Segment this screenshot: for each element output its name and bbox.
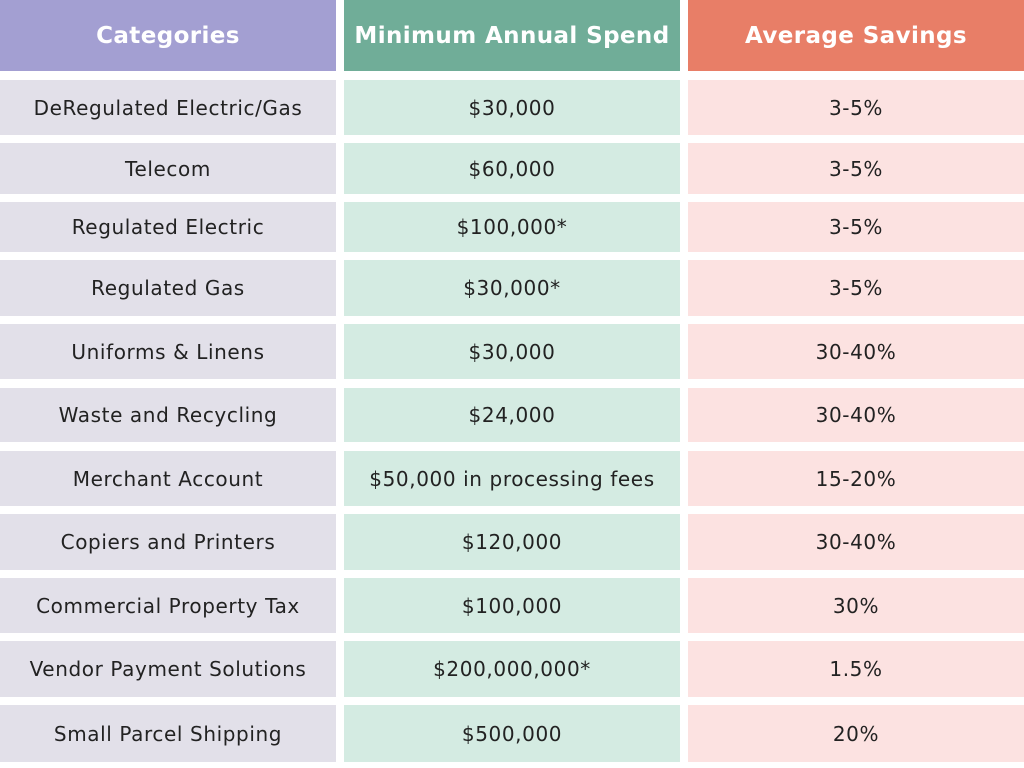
spend-cell: $100,000 <box>344 578 680 633</box>
category-cell: Commercial Property Tax <box>0 578 336 633</box>
savings-cell: 15-20% <box>688 451 1024 506</box>
spend-cell: $120,000 <box>344 514 680 570</box>
spend-cell: $30,000 <box>344 80 680 135</box>
savings-cell: 30-40% <box>688 514 1024 570</box>
category-cell: Merchant Account <box>0 451 336 506</box>
table-row: Vendor Payment Solutions $200,000,000* 1… <box>0 641 1024 697</box>
savings-cell: 3-5% <box>688 80 1024 135</box>
table-row: Waste and Recycling $24,000 30-40% <box>0 388 1024 442</box>
header-categories: Categories <box>0 0 336 71</box>
spend-cell: $200,000,000* <box>344 641 680 697</box>
savings-cell: 30-40% <box>688 388 1024 442</box>
header-average-savings: Average Savings <box>688 0 1024 71</box>
table-row: Merchant Account $50,000 in processing f… <box>0 451 1024 506</box>
category-cell: Small Parcel Shipping <box>0 705 336 762</box>
savings-cell: 3-5% <box>688 202 1024 252</box>
table-header: Categories Minimum Annual Spend Average … <box>0 0 1024 71</box>
category-cell: Uniforms & Linens <box>0 324 336 379</box>
category-cell: Regulated Gas <box>0 260 336 316</box>
savings-cell: 3-5% <box>688 143 1024 194</box>
savings-cell: 1.5% <box>688 641 1024 697</box>
table-row: Telecom $60,000 3-5% <box>0 143 1024 194</box>
savings-cell: 3-5% <box>688 260 1024 316</box>
savings-cell: 30-40% <box>688 324 1024 379</box>
table-row: DeRegulated Electric/Gas $30,000 3-5% <box>0 80 1024 135</box>
category-cell: Copiers and Printers <box>0 514 336 570</box>
savings-cell: 20% <box>688 705 1024 762</box>
table-row: Commercial Property Tax $100,000 30% <box>0 578 1024 633</box>
spend-cell: $500,000 <box>344 705 680 762</box>
spend-cell: $30,000 <box>344 324 680 379</box>
header-minimum-annual-spend: Minimum Annual Spend <box>344 0 680 71</box>
category-cell: Telecom <box>0 143 336 194</box>
spend-cell: $24,000 <box>344 388 680 442</box>
category-cell: Waste and Recycling <box>0 388 336 442</box>
category-cell: Regulated Electric <box>0 202 336 252</box>
spend-cell: $50,000 in processing fees <box>344 451 680 506</box>
table-row: Small Parcel Shipping $500,000 20% <box>0 705 1024 762</box>
spend-cell: $100,000* <box>344 202 680 252</box>
table-row: Regulated Gas $30,000* 3-5% <box>0 260 1024 316</box>
savings-cell: 30% <box>688 578 1024 633</box>
spend-cell: $60,000 <box>344 143 680 194</box>
table-row: Uniforms & Linens $30,000 30-40% <box>0 324 1024 379</box>
category-cell: DeRegulated Electric/Gas <box>0 80 336 135</box>
category-cell: Vendor Payment Solutions <box>0 641 336 697</box>
table-row: Copiers and Printers $120,000 30-40% <box>0 514 1024 570</box>
spend-cell: $30,000* <box>344 260 680 316</box>
table-row: Regulated Electric $100,000* 3-5% <box>0 202 1024 252</box>
